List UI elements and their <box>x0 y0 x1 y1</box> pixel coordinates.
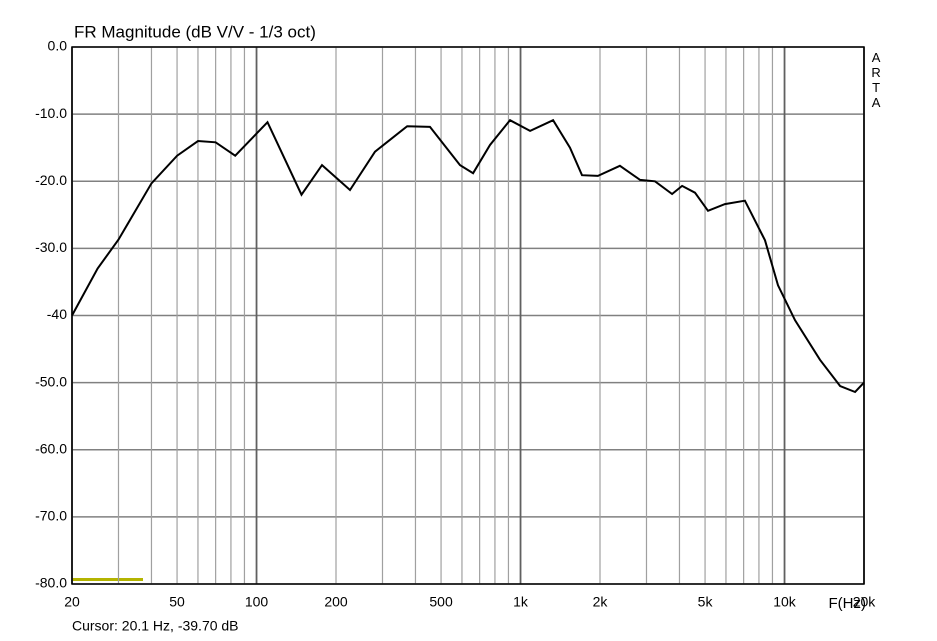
y-tick-label: -10.0 <box>35 105 67 121</box>
response-curve <box>71 118 865 394</box>
x-axis-label: F(Hz) <box>829 595 867 612</box>
y-tick-label: 0.0 <box>48 38 68 54</box>
y-tick-label: -80.0 <box>35 575 67 591</box>
y-tick-label: -70.0 <box>35 508 67 524</box>
x-tick-label: 100 <box>245 594 269 610</box>
y-tick-label: -60.0 <box>35 440 67 456</box>
x-tick-label: 5k <box>698 594 714 610</box>
y-tick-label: -50.0 <box>35 373 67 389</box>
watermark: ARTA <box>869 50 884 110</box>
x-tick-label: 10k <box>773 594 797 610</box>
cursor-text: Cursor: 20.1 Hz, -39.70 dB <box>72 618 239 634</box>
y-tick-label: -20.0 <box>35 172 67 188</box>
chart-title: FR Magnitude (dB V/V - 1/3 oct) <box>74 22 316 41</box>
cursor-marker <box>72 578 143 581</box>
y-tick-label: -40 <box>47 306 67 322</box>
y-tick-label: -30.0 <box>35 239 67 255</box>
x-tick-label: 200 <box>324 594 348 610</box>
x-tick-label: 20k <box>853 594 877 610</box>
x-tick-label: 50 <box>169 594 185 610</box>
x-tick-label: 20 <box>64 594 80 610</box>
x-tick-label: 1k <box>513 594 529 610</box>
x-tick-label: 500 <box>429 594 453 610</box>
x-tick-label: 2k <box>593 594 609 610</box>
